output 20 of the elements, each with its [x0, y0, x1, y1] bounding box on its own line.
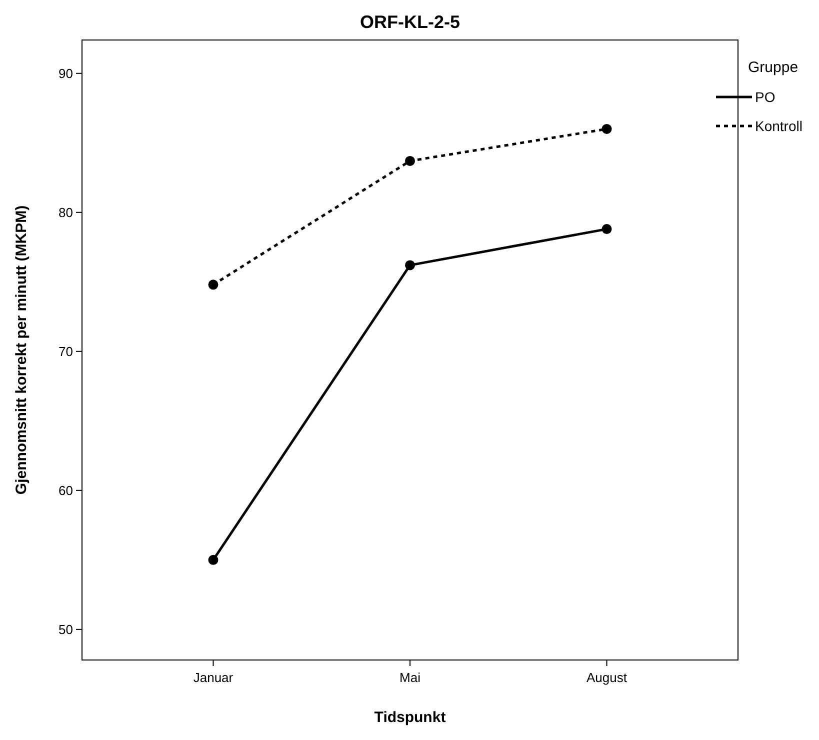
- x-tick-label: August: [586, 670, 628, 685]
- y-tick-label: 80: [58, 204, 73, 220]
- point: [405, 156, 415, 166]
- x-tick-label: Januar: [193, 670, 234, 685]
- point: [208, 554, 218, 565]
- y-tick-label: 90: [58, 66, 73, 81]
- point: [602, 224, 612, 234]
- legend-label: Kontroll: [755, 118, 802, 134]
- x-tick-label: Mai: [400, 670, 421, 685]
- legend-title: Gruppe: [748, 59, 798, 76]
- y-axis-title: Gjennomsnitt korrekt per minutt (MKPM): [13, 205, 30, 495]
- y-tick-label: 60: [58, 482, 73, 498]
- y-tick-label: 70: [58, 344, 73, 359]
- point: [405, 260, 415, 270]
- point: [602, 124, 612, 134]
- x-axis-title: Tidspunkt: [374, 709, 446, 726]
- chart-title: ORF-KL-2-5: [360, 12, 460, 32]
- point: [208, 280, 218, 290]
- y-tick-label: 50: [58, 622, 73, 637]
- legend-label: PO: [755, 88, 776, 105]
